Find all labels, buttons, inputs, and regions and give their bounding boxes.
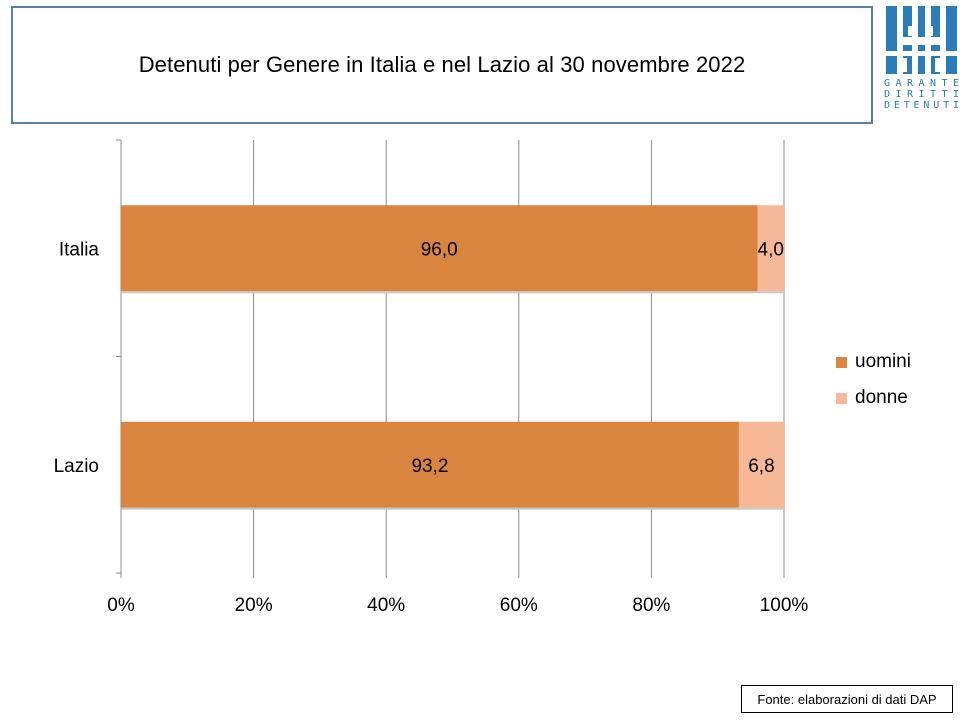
bar-uomini-lazio	[121, 421, 739, 508]
legend-swatch-uomini	[836, 356, 847, 368]
x-tick-label: 100%	[760, 595, 809, 616]
x-tick-label: 60%	[500, 595, 538, 616]
bars	[121, 205, 784, 510]
source-text: Fonte: elaborazioni di dati DAP	[757, 691, 937, 707]
legend: uomini donne	[836, 344, 911, 416]
logo-line-2: DIRITTI	[884, 89, 959, 100]
source-note: Fonte: elaborazioni di dati DAP	[741, 685, 953, 713]
data-label: 93,2	[411, 456, 448, 477]
data-label: 6,8	[748, 456, 774, 477]
x-tick-label: 20%	[235, 595, 273, 616]
legend-item-uomini: uomini	[836, 344, 911, 380]
data-label: 96,0	[421, 239, 458, 260]
bar-donne-lazio	[738, 421, 784, 508]
bar-uomini-italia	[121, 205, 758, 292]
category-label: Italia	[59, 239, 100, 260]
legend-item-donne: donne	[836, 380, 911, 416]
category-label: Lazio	[54, 456, 99, 477]
legend-label-uomini: uomini	[855, 351, 911, 372]
x-tick-label: 0%	[107, 595, 135, 616]
title-box: Detenuti per Genere in Italia e nel Lazi…	[11, 6, 873, 124]
garante-logo-icon: GARANTE DIRITTI DETENUTI	[884, 6, 959, 110]
legend-swatch-donne	[836, 392, 847, 404]
bar-donne-italia	[757, 205, 784, 292]
x-tick-label: 40%	[367, 595, 405, 616]
legend-label-donne: donne	[855, 387, 908, 408]
page-title: Detenuti per Genere in Italia e nel Lazi…	[138, 52, 746, 77]
labels: 0% 20% 40% 60% 80% 100% 96,0 4,0 Italia 93,2 6,8 La…	[54, 239, 809, 616]
logo-line-1: GARANTE	[884, 78, 959, 89]
data-label: 4,0	[758, 239, 784, 260]
x-tick-label: 80%	[632, 595, 670, 616]
